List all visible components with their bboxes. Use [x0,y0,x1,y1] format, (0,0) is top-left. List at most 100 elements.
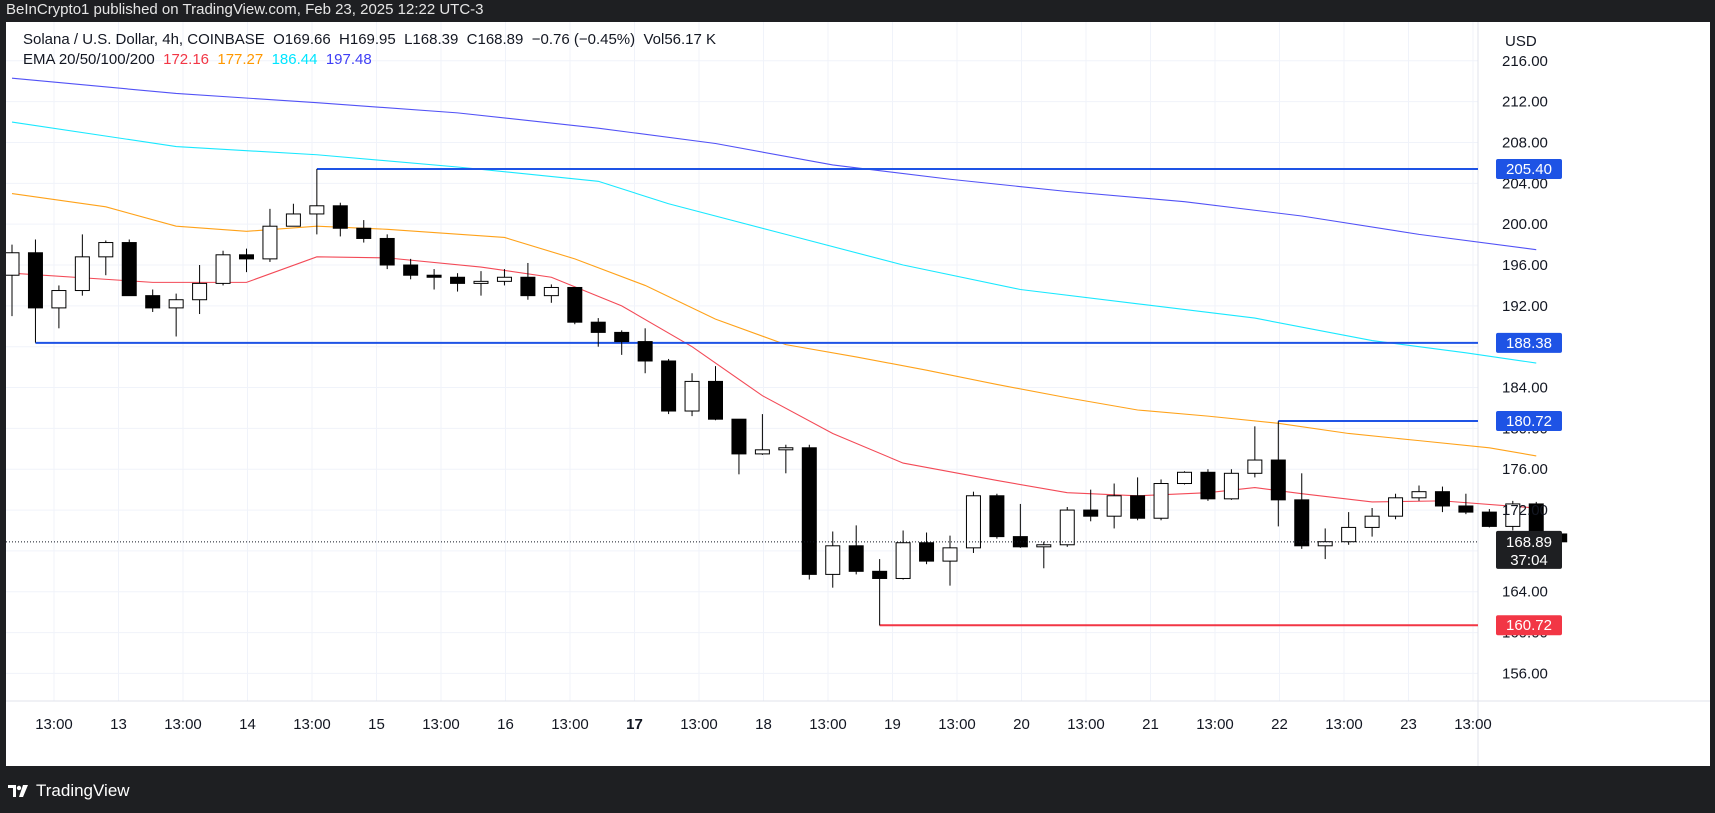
time-axis-label: 18 [755,716,772,733]
candle-down[interactable] [801,447,817,575]
currency-label: USD [1505,33,1537,50]
candle-up[interactable] [192,282,208,301]
ema50-value: 177.27 [217,51,264,68]
candle-up[interactable] [895,542,911,579]
candle-down[interactable] [661,360,677,412]
candle-up[interactable] [1247,459,1263,474]
last-price-label: 168.89 [1506,534,1552,551]
price-axis-label: 204.00 [1502,175,1548,192]
time-axis-label: 13:00 [680,716,718,733]
price-level-badge [1496,332,1562,353]
price-axis-label: 196.00 [1502,257,1548,274]
candle-down[interactable] [1083,509,1099,517]
ema-line-ema200 [11,77,1537,251]
candle-up[interactable] [754,449,770,455]
candle-up[interactable] [1505,503,1521,527]
candle-down[interactable] [145,295,161,309]
candle-up[interactable] [98,242,114,258]
candle-down[interactable] [1294,499,1310,547]
candle-down[interactable] [919,542,935,562]
candle-down[interactable] [1270,459,1286,501]
candle-up[interactable] [684,380,700,412]
price-chart[interactable]: 156.00160.00164.00168.00172.00176.00180.… [6,22,1710,766]
candle-down[interactable] [1200,471,1216,500]
time-axis-label: 16 [497,716,514,733]
candle-up[interactable] [778,447,794,451]
time-axis-label: 14 [239,716,256,733]
candle-down[interactable] [590,321,606,333]
tradingview-logo[interactable]: TradingView [8,781,130,801]
candle-up[interactable] [1411,491,1427,499]
candle-up[interactable] [1059,509,1075,546]
candle-up[interactable] [1223,472,1239,500]
ema-line-ema20 [11,256,1537,509]
candle-down[interactable] [731,418,747,455]
candle-down[interactable] [27,252,43,309]
time-axis-label: 13:00 [1325,716,1363,733]
ohlc-open: O169.66 [273,31,331,48]
candle-up[interactable] [1036,544,1052,548]
candle-down[interactable] [1481,511,1497,527]
candle-up[interactable] [168,299,184,309]
candle-up[interactable] [51,290,67,309]
candle-down[interactable] [520,276,536,297]
candle-up[interactable] [1364,515,1380,528]
time-axis-label: 13 [110,716,127,733]
candle-down[interactable] [1458,505,1474,513]
candle-up[interactable] [1177,471,1192,485]
last-price-badge [1496,530,1562,569]
candle-down[interactable] [567,286,583,323]
candle-up[interactable] [285,213,301,227]
candle-down[interactable] [450,276,466,284]
candle-down[interactable] [1130,495,1146,519]
ohlc-high: H169.95 [339,31,396,48]
time-axis-label: 19 [884,716,901,733]
candle-down[interactable] [403,264,419,276]
candle-down[interactable] [1434,491,1450,507]
time-axis-label: 13:00 [1067,716,1105,733]
candle-up[interactable] [74,256,90,292]
ema100-value: 186.44 [271,51,318,68]
price-axis-label: 172.00 [1502,502,1548,519]
candle-up[interactable] [1106,495,1122,517]
candle-down[interactable] [356,227,372,239]
candle-down[interactable] [379,237,395,266]
ohlc-low: L168.39 [404,31,459,48]
candle-up[interactable] [1153,483,1169,519]
candle-down[interactable] [989,495,1005,538]
candle-up[interactable] [262,225,278,260]
ema200-value: 197.48 [325,51,372,68]
candle-down[interactable] [614,331,630,343]
candle-up[interactable] [215,254,231,284]
candle-up[interactable] [1388,497,1404,517]
candle-down[interactable] [708,380,723,420]
time-axis-label: 13:00 [164,716,202,733]
candle-up[interactable] [473,280,489,284]
candle-up[interactable] [543,286,559,297]
ema-line-ema100 [11,121,1537,364]
candle-up[interactable] [942,547,958,562]
price-axis-label: 184.00 [1502,380,1548,397]
candle-down[interactable] [332,205,348,229]
tradingview-logo-icon [8,785,28,797]
price-axis-label: 200.00 [1502,216,1548,233]
price-axis-label: 212.00 [1502,94,1548,111]
candle-up[interactable] [1341,526,1357,543]
candle-up[interactable] [1317,541,1333,547]
candle-up[interactable] [309,205,325,215]
candle-down[interactable] [121,242,137,297]
time-axis-label: 23 [1400,716,1417,733]
time-axis-label: 21 [1142,716,1159,733]
candle-up[interactable] [825,545,841,575]
candle-up[interactable] [6,252,20,276]
candle-down[interactable] [848,545,864,572]
price-level-badge-label: 180.72 [1506,413,1552,430]
candle-up[interactable] [965,495,981,549]
candle-down[interactable] [872,570,888,579]
candle-down[interactable] [637,341,653,362]
chart-panel[interactable]: 156.00160.00164.00168.00172.00176.00180.… [6,22,1710,766]
candle-down[interactable] [426,274,442,278]
candle-up[interactable] [496,276,512,282]
ema20-value: 172.16 [163,51,210,68]
candle-down[interactable] [239,254,254,260]
